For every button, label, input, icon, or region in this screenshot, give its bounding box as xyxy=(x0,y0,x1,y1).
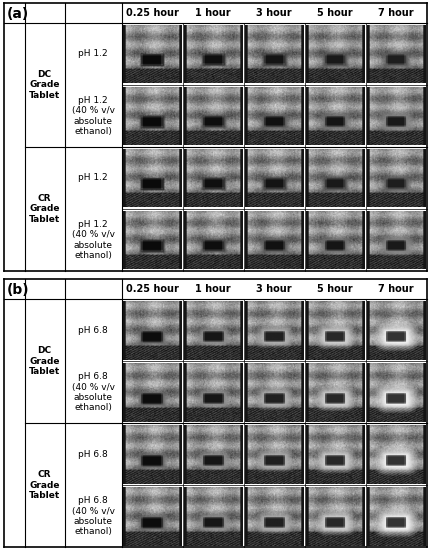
Text: 0.25 hour: 0.25 hour xyxy=(126,284,178,294)
Text: pH 6.8
(40 % v/v
absolute
ethanol): pH 6.8 (40 % v/v absolute ethanol) xyxy=(71,372,114,412)
Text: 7 hour: 7 hour xyxy=(378,8,413,18)
Text: pH 6.8: pH 6.8 xyxy=(78,326,108,335)
Text: (b): (b) xyxy=(6,283,29,297)
Text: pH 1.2: pH 1.2 xyxy=(78,173,108,183)
Text: pH 1.2: pH 1.2 xyxy=(78,50,108,58)
Text: DC
Grade
Tablet: DC Grade Tablet xyxy=(29,70,60,100)
Text: pH 6.8: pH 6.8 xyxy=(78,450,108,459)
Text: CR
Grade
Tablet: CR Grade Tablet xyxy=(29,194,60,224)
Text: pH 6.8
(40 % v/v
absolute
ethanol): pH 6.8 (40 % v/v absolute ethanol) xyxy=(71,496,114,536)
Text: 5 hour: 5 hour xyxy=(316,284,352,294)
Text: 3 hour: 3 hour xyxy=(256,284,292,294)
Text: 0.25 hour: 0.25 hour xyxy=(126,8,178,18)
Text: 1 hour: 1 hour xyxy=(195,8,230,18)
Text: 3 hour: 3 hour xyxy=(256,8,292,18)
Text: CR
Grade
Tablet: CR Grade Tablet xyxy=(29,470,60,500)
Text: pH 1.2
(40 % v/v
absolute
ethanol): pH 1.2 (40 % v/v absolute ethanol) xyxy=(71,220,114,260)
Text: (a): (a) xyxy=(6,7,29,21)
Text: pH 1.2
(40 % v/v
absolute
ethanol): pH 1.2 (40 % v/v absolute ethanol) xyxy=(71,96,114,136)
Text: 7 hour: 7 hour xyxy=(378,284,413,294)
Text: DC
Grade
Tablet: DC Grade Tablet xyxy=(29,346,60,376)
Text: 1 hour: 1 hour xyxy=(195,284,230,294)
Text: 5 hour: 5 hour xyxy=(316,8,352,18)
